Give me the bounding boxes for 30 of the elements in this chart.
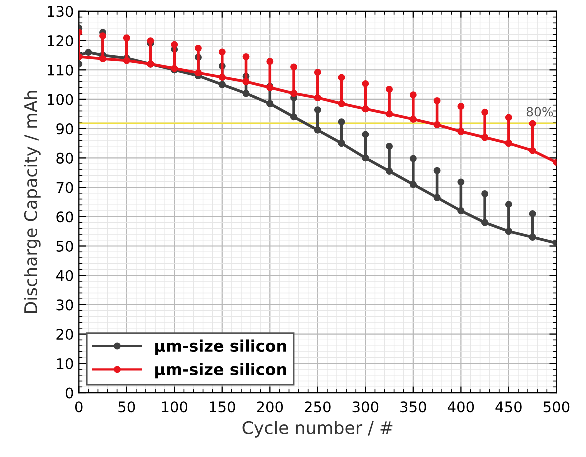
y-tick-label: 10 — [57, 358, 74, 370]
y-tick-label: 90 — [56, 124, 74, 135]
y-tick-label: 0 — [66, 388, 74, 399]
x-tick-label: 250 — [305, 402, 331, 413]
x-tick-label: 200 — [257, 402, 284, 413]
x-axis-title: Cycle number / # — [242, 421, 393, 438]
y-tick-label: 110 — [48, 64, 74, 76]
y-tick-label: 50 — [56, 240, 74, 252]
x-tick-label: 50 — [118, 402, 136, 413]
x-tick-label: 500 — [544, 402, 570, 413]
y-tick-label: 20 — [56, 329, 74, 340]
y-tick-label: 120 — [48, 35, 74, 47]
x-tick-label: 300 — [352, 402, 379, 413]
y-tick-label: 100 — [48, 94, 74, 106]
y-tick-label: 130 — [48, 6, 74, 18]
x-tick-label: 450 — [496, 402, 522, 413]
x-tick-label: 150 — [210, 402, 236, 413]
y-tick-label: 40 — [56, 270, 74, 282]
y-axis-title: Discharge Capacity / mAh — [24, 91, 41, 314]
y-tick-label: 70 — [56, 182, 74, 194]
y-tick-label: 60 — [56, 212, 74, 223]
annotation: 80% — [526, 107, 554, 117]
x-tick-label: 100 — [162, 402, 188, 413]
y-tick-label: 30 — [56, 300, 74, 311]
x-tick-label: 350 — [400, 402, 426, 413]
legend-label: µm-size silicon — [156, 363, 286, 379]
x-tick-label: 400 — [448, 402, 474, 413]
legend-label: µm-size silicon — [156, 340, 286, 356]
x-tick-label: 0 — [75, 402, 83, 413]
y-tick-label: 80 — [56, 152, 74, 164]
